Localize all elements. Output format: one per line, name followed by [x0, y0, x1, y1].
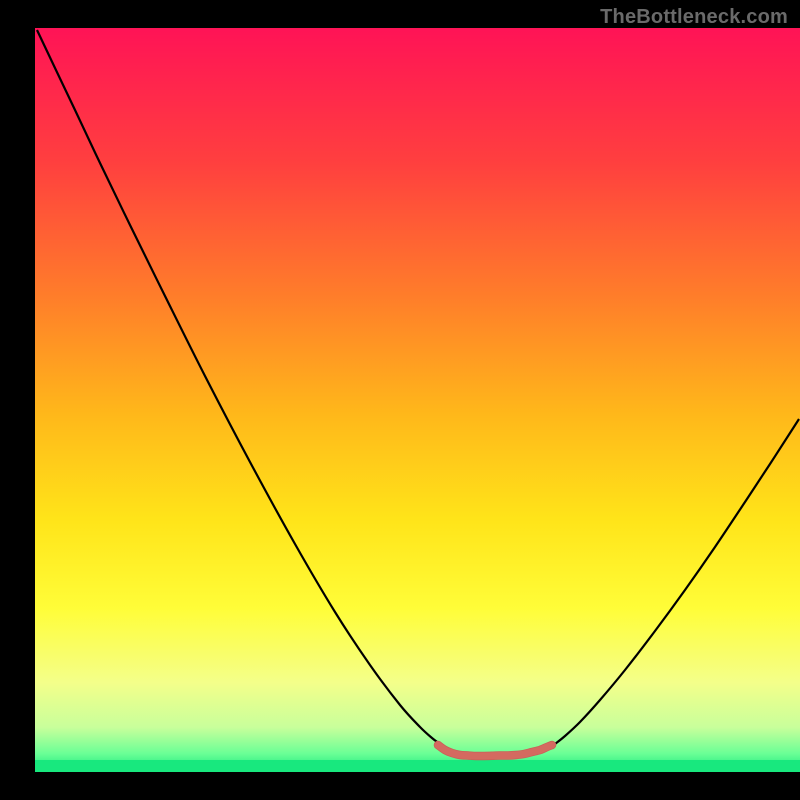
- green-baseline: [35, 760, 800, 772]
- watermark-text: TheBottleneck.com: [600, 6, 788, 29]
- bottleneck-chart: [0, 0, 800, 800]
- gradient-background: [35, 28, 800, 772]
